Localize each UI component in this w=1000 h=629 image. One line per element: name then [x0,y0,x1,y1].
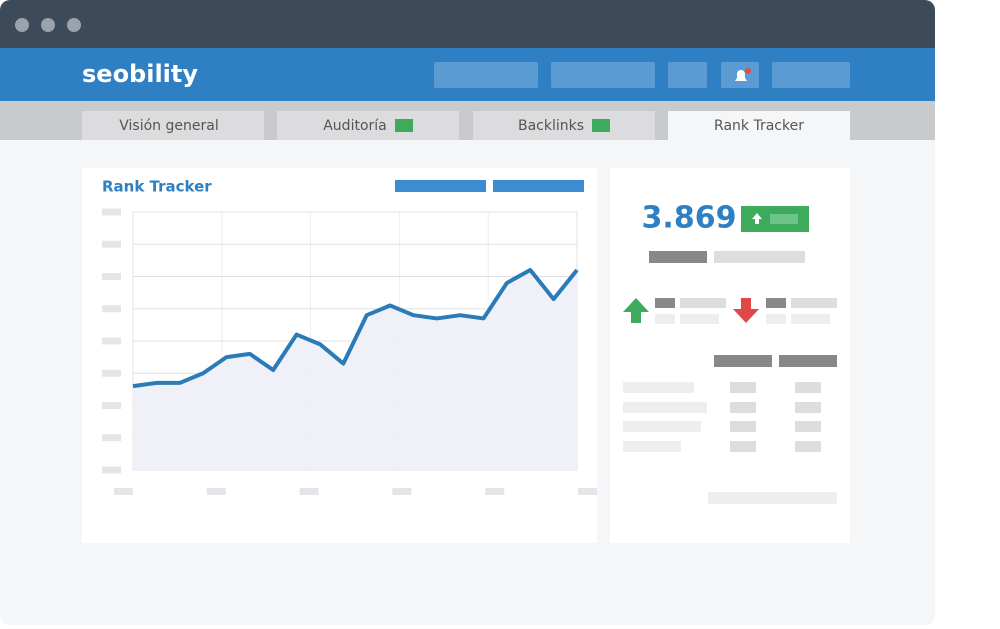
down-arrow [733,298,759,323]
x-tick-placeholder [299,488,319,495]
y-tick-placeholder [102,208,121,216]
tab-label: Auditoría [323,118,387,134]
y-tick-placeholder [102,273,121,280]
x-tick-placeholder [485,488,505,495]
placeholder [766,298,786,308]
placeholder [714,355,772,367]
tab-label: Visión general [119,118,218,134]
placeholder [766,314,786,324]
nav-button[interactable] [668,62,707,88]
title-bar [0,0,935,48]
placeholder [655,314,675,324]
plot [102,208,597,495]
nav-button[interactable] [551,62,655,88]
badge [745,68,751,74]
chart-button[interactable] [493,180,584,192]
x-tick-placeholder [578,488,597,495]
nav-button[interactable] [772,62,850,88]
tab-label: Rank Tracker [714,118,804,134]
tab[interactable] [82,111,264,140]
window: seobility Visión general Auditoría Backl… [0,0,935,504]
table-placeholder [623,382,837,504]
placeholder [680,298,726,308]
placeholder [649,251,707,263]
logo[interactable]: seobility [82,60,198,88]
tab[interactable] [473,111,655,140]
up-arrow [623,298,649,323]
area [133,270,577,470]
tab-badge [592,119,610,132]
placeholder [680,314,719,324]
x-tick-placeholder [392,488,412,495]
y-tick-placeholder [102,369,121,377]
rank-value: 3.869 [642,201,737,236]
y-tick-placeholder [102,402,121,409]
y-tick-placeholder [102,466,121,474]
y-tick-placeholder [102,240,121,248]
tab-label: Backlinks [518,118,584,134]
window-dot[interactable] [41,18,55,32]
card-title: Rank Tracker [102,178,212,196]
placeholder [770,214,798,224]
window-dot[interactable] [67,18,81,32]
x-tick-placeholder [114,488,133,495]
tab-active[interactable] [668,111,850,141]
placeholder [791,314,830,324]
x-tick-placeholder [206,488,226,495]
window-dot[interactable] [15,18,29,32]
placeholder [791,298,837,308]
placeholder [779,355,837,367]
y-tick-placeholder [102,434,121,442]
placeholder [714,251,805,263]
y-tick-placeholder [102,305,121,313]
tab-badge [395,119,413,132]
nav-button[interactable] [434,62,538,88]
bell-icon [735,70,747,81]
placeholder [655,298,675,308]
up-icon [752,213,762,224]
tab[interactable] [277,111,459,140]
line [132,268,579,389]
chart-button[interactable] [395,180,486,192]
y-tick-placeholder [102,337,121,345]
